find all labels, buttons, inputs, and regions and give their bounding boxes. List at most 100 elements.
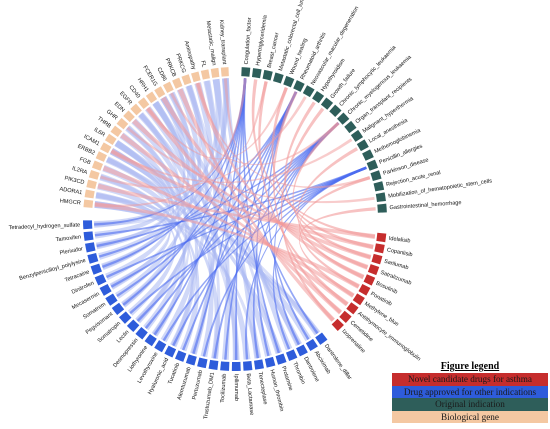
label-approved-protamine: Protamine (280, 366, 294, 392)
arc-approved-dantrolene (296, 344, 308, 357)
arc-gene-aminopathy (191, 71, 201, 83)
chord-ribbon (258, 81, 349, 306)
arc-novel-ponatinib (358, 283, 371, 296)
label-approved-trastuzumab-dm1: Trastuzumab_DM1 (203, 372, 216, 420)
label-approved-tucatinib: Tucatinib (167, 362, 181, 385)
arc-indication-chronic-lymphocytic-leukaemia (329, 104, 342, 117)
label-gene-edn: EDN (113, 101, 126, 114)
arc-approved-benzylpenicilloyl-polylysine (87, 253, 99, 264)
chord-ribbon (297, 147, 365, 279)
arc-approved-somatrem (105, 293, 118, 306)
chord-ribbon (95, 191, 177, 316)
arc-approved-thrombin (285, 349, 298, 362)
label-approved-tamoxifen: Tamoxifen (55, 234, 81, 243)
arc-gene-erbb2 (95, 151, 107, 162)
arc-approved-ipilimumab (231, 361, 241, 371)
arc-approved-tetradecyl-hydrogen-sulfate (83, 220, 93, 230)
arc-gene-egfr (130, 103, 142, 116)
chord-ribbon (97, 183, 376, 239)
arc-novel-sarilumab (371, 253, 383, 265)
arc-approved-levothyroxine (154, 340, 167, 353)
arc-approved-trastuzumab-dm1 (208, 359, 219, 370)
chord-ribbon (152, 100, 272, 357)
arc-novel-antithymocyte-immunoglobulin (346, 302, 359, 315)
arc-indication-hypertriglyceridemia (251, 68, 262, 79)
label-gene-erbb2: ERBB2 (76, 143, 95, 156)
chord-ribbon (221, 78, 293, 351)
chord-ribbon (181, 91, 298, 351)
arc-approved-desmopressin (135, 327, 148, 340)
arc-gene-hmgcr (83, 199, 94, 208)
arc-gene-edn (123, 110, 135, 123)
legend-item-biological-gene: Biological gene (392, 410, 548, 423)
arc-gene-pik3cd (86, 179, 97, 190)
arc-gene-icam1 (100, 142, 112, 154)
arc-indication-coagulation-factor (241, 67, 251, 77)
label-gene-pik3cd: PIK3CD (64, 176, 85, 187)
chord-ribbon (280, 107, 335, 322)
label-gene-il6r: IL6R (93, 127, 106, 138)
arc-novel-cemetidine (339, 310, 352, 324)
arc-approved-somatropin (118, 311, 132, 324)
label-approved-pertuzumab: Pertuzumab (192, 370, 205, 401)
arc-novel-copanlisib (374, 243, 385, 254)
chord-ribbon (95, 192, 261, 359)
figure-legend: Figure legend Novel candidate drugs for … (392, 361, 548, 424)
label-approved-tenecteplase: Tenecteplase (257, 372, 268, 406)
arc-indication-methemoglobinemia (362, 149, 374, 161)
arc-indication-mobilization-of-hematopoietic-stem-cells (375, 192, 386, 203)
label-gene-fgb: FGB (78, 156, 91, 166)
arc-approved-beta-lactamase (243, 361, 253, 371)
arc-gene-prkcb (172, 77, 183, 89)
label-gene-il2ra: IL2RA (71, 166, 88, 176)
label-approved-tocilizumab: Tocilizumab (220, 373, 228, 403)
arc-indication-local-anesthesia (356, 139, 369, 152)
chord-ribbons (94, 78, 376, 360)
label-gene-ghr: GHR (105, 109, 118, 122)
chord-ribbon (114, 140, 239, 360)
label-approved-dantrolene-dillar: Dantrolene_dillar (323, 343, 353, 381)
arc-gene-metastatic-malign (210, 67, 220, 78)
label-gene-kidney-transplant: Kidney_transplant (218, 20, 227, 66)
label-approved-human-thrombin: Human_thrombin (268, 369, 284, 412)
label-approved-plerixafor: Plerixafor (59, 246, 83, 256)
label-gene-fl: FL (199, 60, 206, 68)
arc-indication-wound-healing (283, 75, 295, 88)
arc-approved-protamine (275, 353, 287, 365)
arc-approved-plerixafor (85, 242, 96, 253)
legend-item-approved-other: Drug approved for other indications (392, 385, 548, 398)
arc-gene-fcer1g (154, 86, 166, 98)
arc-approved-tenecteplase (253, 359, 264, 370)
label-gene-prkcg: PRKCG (174, 53, 186, 74)
arc-indication-penicillin-allergies (366, 159, 379, 171)
chord-labels: HMGCRADORA1PIK3CDIL2RAFGBERBB2ICAM1IL6RT… (9, 0, 493, 420)
arc-indication-rejection-acute-renal (373, 181, 385, 192)
arc-gene-il2ra (88, 169, 100, 180)
label-novel-idelalisib: Idelalisib (388, 236, 410, 245)
arc-indication-metastatic-colorectal-cell-lung-cancer (273, 72, 284, 84)
label-indication-hypertriglyceridemia: Hypertriglyceridemia (255, 14, 269, 66)
label-approved-beta-lactamase: Beta_Lactamase (245, 373, 255, 415)
label-gene-metastatic-malign: Metastatic_malign (205, 20, 217, 65)
label-gene-cd86: CD86 (156, 67, 168, 82)
arc-approved-hyaluronic-acid (164, 345, 177, 358)
label-approved-lectin: Lectin (116, 329, 131, 344)
legend-title: Figure legend (440, 361, 500, 372)
chord-arcs (83, 67, 387, 371)
legend-item-novel-candidate: Novel candidate drugs for asthma (392, 373, 548, 386)
arc-approved-dantrolene-dillar (315, 332, 328, 345)
arc-novel-bosutinib (363, 274, 376, 286)
chord-ribbon (125, 125, 188, 331)
label-approved-tetracaine: Tetracaine (64, 269, 90, 283)
arc-approved-tetracaine (90, 263, 102, 275)
arc-gene-kidney-transplant (220, 67, 229, 77)
legend-item-original-indication: Original indication (392, 398, 548, 411)
label-gene-hmgcr: HMGCR (59, 198, 81, 206)
arc-approved-pegvisomant (111, 302, 125, 316)
arc-novel-idelalisib (376, 232, 387, 243)
arc-gene-cd86 (163, 81, 174, 94)
label-approved-dinitrofen: Dinitrofen (71, 280, 95, 295)
arc-gene-fl (200, 69, 210, 80)
chord-ribbon (94, 201, 170, 290)
